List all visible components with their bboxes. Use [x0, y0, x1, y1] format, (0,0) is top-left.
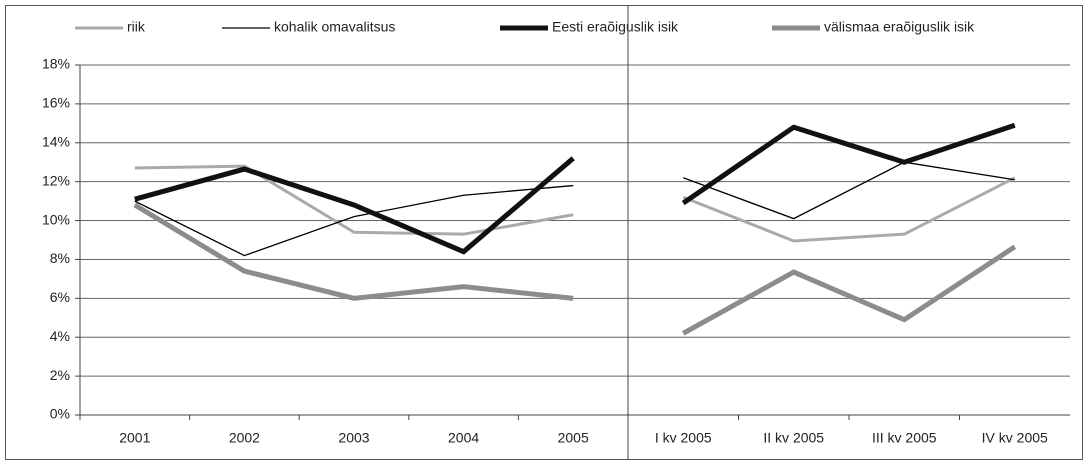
y-tick-label: 14% — [42, 133, 70, 149]
y-tick-label: 18% — [42, 56, 70, 72]
y-tick-label: 4% — [50, 328, 70, 344]
legend-label: Eesti eraõiguslik isik — [552, 19, 679, 35]
legend-label: välismaa eraõiguslik isik — [824, 19, 975, 35]
series-line — [134, 184, 574, 257]
x-tick-label: 2002 — [229, 430, 260, 446]
y-tick-label: 10% — [42, 211, 70, 227]
x-tick-label: 2003 — [338, 430, 369, 446]
series-line — [134, 164, 574, 236]
y-tick-label: 12% — [42, 172, 70, 188]
x-tick-label: I kv 2005 — [655, 430, 712, 446]
y-tick-label: 0% — [50, 406, 70, 422]
x-tick-label: 2004 — [448, 430, 479, 446]
y-tick-label: 6% — [50, 289, 70, 305]
x-tick-label: II kv 2005 — [763, 430, 824, 446]
series-line — [681, 122, 1016, 206]
x-tick-label: III kv 2005 — [872, 430, 937, 446]
y-tick-label: 2% — [50, 367, 70, 383]
series-line — [133, 202, 574, 301]
series-line — [682, 176, 1016, 243]
legend-label: kohalik omavalitsus — [274, 19, 395, 35]
x-tick-label: 2001 — [119, 430, 150, 446]
x-tick-label: 2005 — [558, 430, 589, 446]
series-line — [683, 161, 1015, 220]
legend-label: riik — [127, 19, 146, 35]
x-tick-label: IV kv 2005 — [982, 430, 1048, 446]
y-tick-label: 16% — [42, 95, 70, 111]
frame — [5, 5, 1083, 460]
series-line — [134, 156, 575, 255]
y-tick-label: 8% — [50, 250, 70, 266]
series-line — [682, 244, 1017, 336]
